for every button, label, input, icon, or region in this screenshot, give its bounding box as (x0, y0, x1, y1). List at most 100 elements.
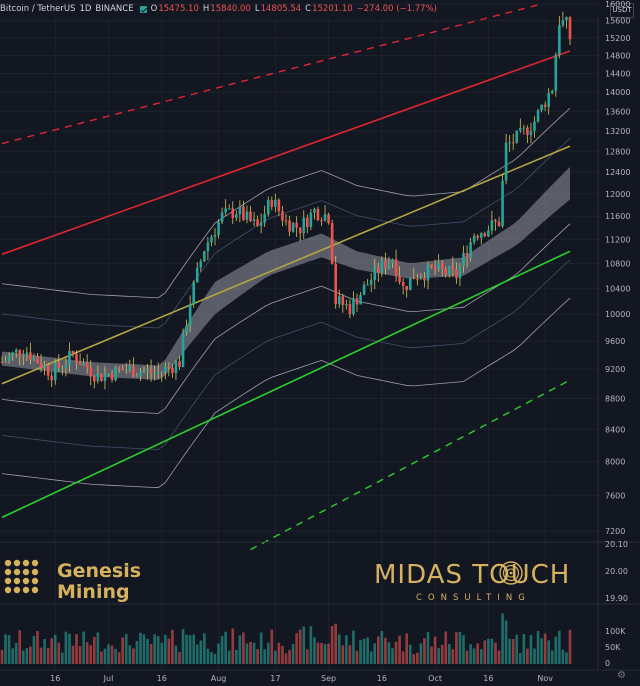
candle-body (405, 286, 408, 291)
volume-bar (444, 631, 448, 664)
candle-body (192, 282, 195, 305)
volume-bar (394, 641, 398, 664)
candle-body (334, 263, 337, 305)
price-tick-label: 15600 (605, 17, 630, 26)
settings-gear-icon[interactable]: ⚙ (617, 670, 626, 681)
candle-body (224, 208, 227, 213)
volume-bar (29, 646, 32, 664)
genesis-dot (13, 577, 21, 585)
volume-bar (458, 631, 462, 664)
volume-bar (117, 652, 121, 664)
ma-line (1, 223, 571, 414)
volume-bar (337, 634, 341, 664)
candle-body (291, 222, 295, 232)
genesis-dot (13, 559, 21, 567)
volume-bar (153, 634, 156, 664)
volume-bar (171, 629, 174, 664)
candle-body (476, 235, 479, 238)
volume-bar (192, 634, 195, 664)
volume-bar (11, 648, 14, 664)
volume-bar (227, 650, 231, 664)
volume-bar (554, 636, 558, 664)
candle-body (270, 199, 274, 207)
volume-bar (288, 649, 291, 664)
volume-bar (533, 648, 536, 664)
volume-bar (316, 642, 320, 664)
volume-bar (178, 652, 181, 664)
candle-body (373, 266, 377, 281)
pane-dividers (0, 18, 640, 671)
candle-body (309, 212, 313, 228)
volume-bar (479, 649, 483, 664)
candle-body (227, 208, 231, 210)
volume-bar (380, 630, 384, 664)
time-tick-label: 16 (483, 674, 493, 683)
volume-bar (53, 634, 57, 664)
candle-body (50, 375, 53, 381)
candle-body (369, 280, 373, 285)
trend-lines (1, 3, 571, 551)
candle-body (263, 214, 266, 223)
candle-body (61, 367, 64, 369)
price-tick-label: 14000 (605, 88, 630, 97)
genesis-line1: Genesis (57, 560, 141, 582)
candle-body (465, 253, 469, 258)
volume-bar (277, 642, 281, 664)
price-tick-label: 8800 (605, 395, 625, 404)
candle-body (355, 298, 359, 305)
sub-axes: 20.10 20.00 19.90 100K 50K 0 (605, 540, 628, 668)
time-tick-label: Oct (428, 674, 442, 683)
candle-body (550, 90, 554, 94)
indicator-tick-label: 20.00 (605, 567, 628, 576)
volume-bar (352, 630, 355, 664)
change-value: −274.00 (−1.77%) (356, 4, 437, 14)
candle-body (11, 352, 14, 356)
price-tick-label: 13200 (605, 127, 630, 136)
volume-bar (4, 634, 7, 664)
volume-bar (22, 650, 25, 664)
volume-bar (313, 637, 316, 664)
candle-body (14, 349, 18, 353)
volume-bar (430, 646, 433, 664)
candle-body (110, 373, 114, 381)
interval-label[interactable]: 1D (79, 4, 92, 14)
volume-bar (270, 629, 274, 664)
price-tick-label: 12800 (605, 147, 630, 156)
volume-bar (43, 639, 46, 664)
candle-body (437, 262, 440, 270)
price-tick-label: 9200 (605, 365, 625, 374)
volume-bar (504, 620, 508, 664)
candle-body (490, 220, 494, 231)
candle-body (398, 275, 401, 283)
candle-body (64, 364, 68, 368)
volume-bar (341, 645, 345, 664)
volume-bar (25, 648, 29, 664)
candle-body (472, 235, 476, 243)
genesis-dots-icon (4, 559, 39, 594)
candle-body (458, 266, 462, 279)
trend-line (1, 250, 571, 519)
candle-body (78, 362, 82, 365)
volume-bar (195, 644, 199, 664)
volume-bar (526, 648, 529, 664)
candle-body (494, 220, 497, 222)
candle-body (71, 350, 75, 355)
volume-bar (384, 637, 387, 664)
candle-body (568, 17, 572, 40)
candle-body (348, 304, 352, 315)
candle-body (235, 214, 238, 219)
volume-bar (483, 640, 487, 664)
candle-body (547, 93, 550, 107)
symbol-name[interactable]: Bitcoin / TetherUS (0, 4, 76, 14)
candle-body (558, 25, 561, 55)
midas-logo: MIDAS TOUCH CONSULTING (374, 560, 569, 603)
currency-button[interactable]: USDT (610, 3, 634, 18)
exchange-label: BINANCE (95, 4, 134, 14)
candle-body (384, 260, 387, 269)
volume-tick-label: 100K (605, 627, 626, 636)
volume-bar (75, 634, 78, 664)
candle-body (245, 211, 249, 220)
volume-bar (387, 642, 391, 664)
candle-body (341, 296, 345, 305)
